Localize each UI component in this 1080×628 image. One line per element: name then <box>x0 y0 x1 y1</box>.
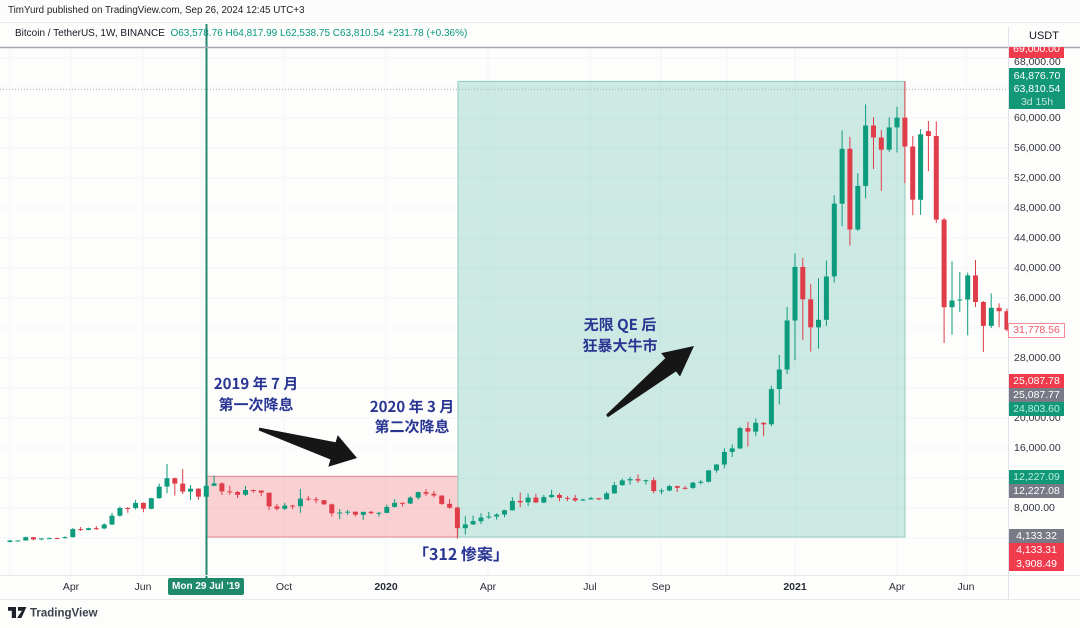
svg-text:TradingView: TradingView <box>30 608 98 620</box>
